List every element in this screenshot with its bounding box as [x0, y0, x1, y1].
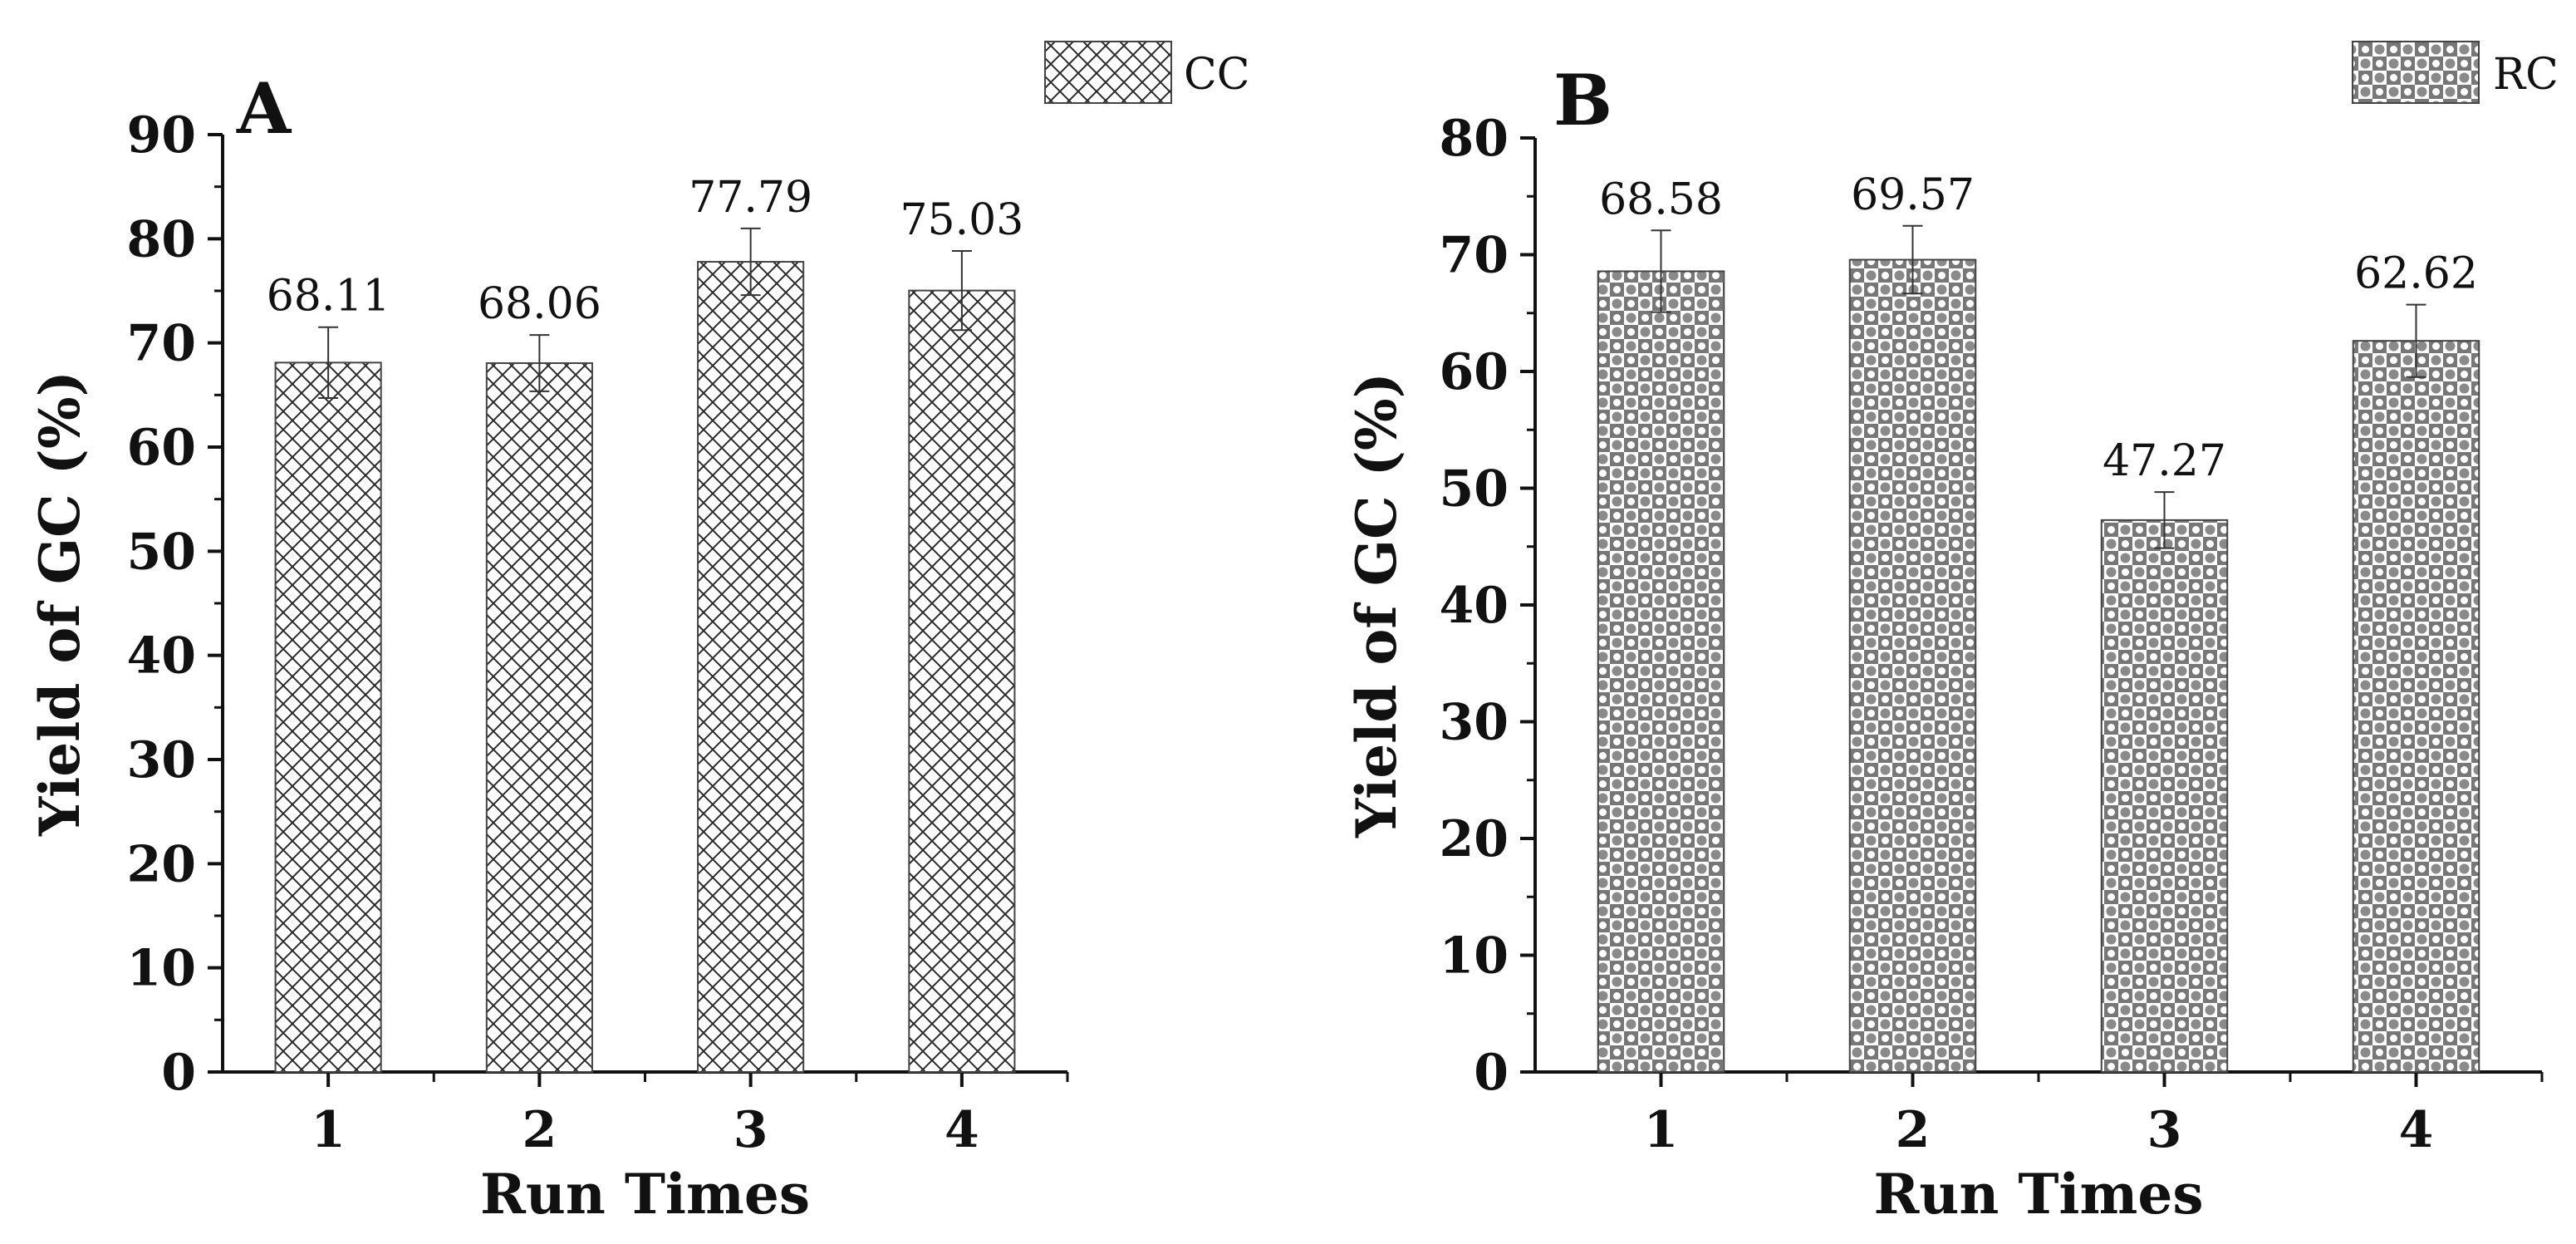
y-tick-label: 60 [127, 419, 197, 477]
bar [2352, 340, 2480, 1073]
y-tick-label: 10 [1440, 927, 1509, 986]
y-tick-label: 20 [127, 835, 197, 893]
y-axis-title: Yield of GC (%) [1344, 372, 1409, 838]
x-tick-label: 3 [2147, 1101, 2182, 1159]
y-tick-label: 50 [1440, 460, 1509, 519]
legend-label: CC [1184, 50, 1250, 100]
panel-label: A [236, 67, 292, 150]
y-tick-label: 0 [161, 1044, 196, 1102]
bar [1848, 258, 1977, 1073]
data-label: 77.79 [689, 173, 812, 223]
bar [485, 361, 593, 1073]
y-tick-label: 80 [127, 210, 197, 268]
bar [1597, 270, 1725, 1073]
y-tick-label: 70 [127, 315, 197, 373]
y-tick-label: 10 [127, 940, 197, 998]
x-axis-title: Run Times [480, 1162, 810, 1227]
y-tick-label: 40 [127, 627, 197, 686]
bar [908, 289, 1016, 1073]
x-tick-label: 2 [523, 1101, 557, 1159]
y-tick-label: 0 [1474, 1044, 1509, 1102]
x-tick-label: 2 [1896, 1101, 1931, 1159]
data-label: 69.57 [1851, 170, 1975, 220]
panel-b-chart: 0 10 20 30 40 50 60 70 80 1 68.58 2 69.57 3 47.27 4 62.6… [1344, 41, 2559, 1227]
x-tick-label: 1 [311, 1101, 346, 1159]
legend-swatch [2352, 41, 2480, 104]
y-tick-label: 70 [1440, 227, 1509, 285]
data-label: 47.27 [2103, 436, 2226, 486]
y-axis-title: Yield of GC (%) [27, 371, 92, 837]
panel-a-chart: 0 10 20 30 40 50 60 70 80 90 1 68.11 2 68.06 3 77.79 4 75… [27, 41, 1250, 1227]
bar [274, 361, 382, 1073]
y-tick-label: 40 [1440, 577, 1509, 635]
y-tick-label: 80 [1440, 110, 1509, 168]
y-tick-label: 60 [1440, 343, 1509, 401]
x-tick-label: 4 [2399, 1101, 2434, 1159]
x-tick-label: 1 [1644, 1101, 1679, 1159]
panel-label: B [1553, 59, 1612, 141]
bar [697, 261, 805, 1074]
y-tick-label: 30 [1440, 694, 1509, 752]
legend-label: RC [2493, 50, 2559, 100]
y-tick-label: 50 [127, 523, 197, 581]
legend-swatch [1044, 41, 1172, 104]
data-label: 75.03 [900, 195, 1023, 245]
y-tick-label: 90 [127, 106, 197, 165]
data-label: 68.06 [478, 279, 601, 329]
data-label: 62.62 [2354, 249, 2478, 299]
data-label: 68.58 [1599, 175, 1723, 224]
bar [2100, 519, 2229, 1073]
x-tick-label: 3 [734, 1101, 768, 1159]
y-tick-label: 30 [127, 731, 197, 789]
x-tick-label: 4 [945, 1101, 979, 1159]
x-axis-title: Run Times [1874, 1162, 2204, 1227]
y-tick-label: 20 [1440, 810, 1509, 868]
data-label: 68.11 [267, 272, 390, 322]
